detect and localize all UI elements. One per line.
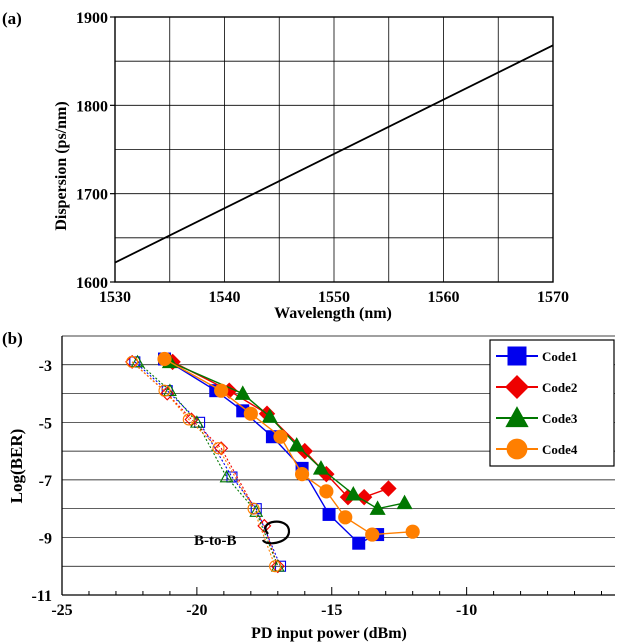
data-point-code4	[273, 429, 288, 444]
panel-a-ylabel: Dispersion (ps/nm)	[53, 101, 70, 230]
btob-data-point	[247, 502, 260, 515]
data-point-code3	[396, 494, 413, 510]
btob-data-point	[125, 354, 140, 369]
x-tick-label: 1550	[318, 289, 350, 306]
btob-data-point	[269, 560, 282, 573]
panel-a-label: (a)	[2, 9, 22, 28]
legend-label-code3: Code3	[542, 411, 578, 426]
data-point-code3	[312, 460, 330, 475]
btob-data-point	[212, 442, 225, 455]
data-point-code1	[322, 507, 336, 521]
y-tick-label: 1900	[76, 10, 108, 27]
x-tick-label: -20	[186, 602, 207, 619]
x-tick-label: 1540	[209, 289, 241, 306]
btob-data-point	[130, 354, 145, 368]
data-point-code1	[352, 536, 366, 550]
panel-b-plot: -3-5-7-9-11-25 -20 -15 -10Code1Code2Code3Co…	[32, 335, 615, 619]
data-point-code4	[214, 383, 229, 398]
panel-a-plot: 1600 1700 1800 1900 1530 1540 1550 1560 1570	[76, 10, 569, 306]
y-tick-label: 1700	[76, 187, 108, 204]
panel-b-label: (b)	[2, 329, 23, 348]
btob-data-point	[126, 355, 139, 368]
panel-b-xlabel: PD input power (dBm)	[251, 625, 407, 642]
x-tick-label: -25	[51, 602, 72, 619]
btob-data-point	[162, 383, 177, 397]
legend-marker-code4	[506, 438, 528, 460]
panel-b-ylabel: Log(BER)	[7, 429, 26, 504]
data-point-code3	[369, 500, 386, 515]
data-point-code4	[294, 467, 310, 482]
x-tick-label: -15	[321, 602, 342, 619]
btob-series-line	[137, 361, 279, 567]
y-tick-label: -7	[39, 473, 52, 490]
data-point-code3	[261, 408, 278, 423]
dispersion-line	[114, 44, 554, 264]
data-point-code3	[288, 437, 305, 452]
data-point-code3	[234, 385, 251, 400]
btob-annotation: B-to-B	[194, 533, 237, 549]
data-point-code3	[345, 486, 362, 501]
plot-frame	[114, 16, 554, 283]
btob-bracket	[261, 520, 291, 545]
y-tick-label: -5	[39, 415, 52, 432]
legend-label-code4: Code4	[542, 442, 578, 457]
x-tick-label: -10	[456, 602, 477, 619]
legend-label-code2: Code2	[542, 380, 577, 395]
btob-data-point	[182, 413, 195, 426]
x-tick-label: 1560	[428, 289, 460, 306]
legend-marker-code1	[507, 346, 527, 366]
btob-data-point	[219, 469, 234, 483]
y-tick-label: -11	[32, 588, 52, 605]
data-point-code4	[405, 524, 420, 539]
legend-marker-code2	[505, 375, 529, 399]
data-point-code2	[355, 488, 373, 506]
btob-data-point	[160, 386, 175, 401]
y-tick-label: -9	[39, 530, 52, 547]
legend-marker-code3	[505, 406, 529, 428]
btob-data-point	[270, 559, 285, 574]
y-tick-label: -3	[39, 358, 52, 375]
btob-series-line	[131, 361, 276, 567]
panel-a-xlabel: Wavelength (nm)	[274, 305, 392, 322]
y-tick-label: 1600	[76, 275, 108, 292]
btob-data-point	[158, 384, 171, 397]
data-point-code4	[157, 351, 172, 367]
x-tick-label: 1530	[99, 289, 131, 306]
btob-data-point	[214, 441, 229, 456]
data-point-code2	[380, 480, 397, 497]
x-tick-label: 1570	[537, 289, 569, 306]
data-point-code4	[243, 406, 258, 421]
data-point-code4	[365, 527, 380, 542]
legend: Code1 Code2 Code3 Code4	[489, 339, 615, 467]
data-point-code4	[338, 510, 353, 525]
y-tick-label: 1800	[76, 98, 108, 115]
legend-label-code1: Code1	[542, 349, 577, 364]
data-point-code4	[319, 484, 334, 499]
